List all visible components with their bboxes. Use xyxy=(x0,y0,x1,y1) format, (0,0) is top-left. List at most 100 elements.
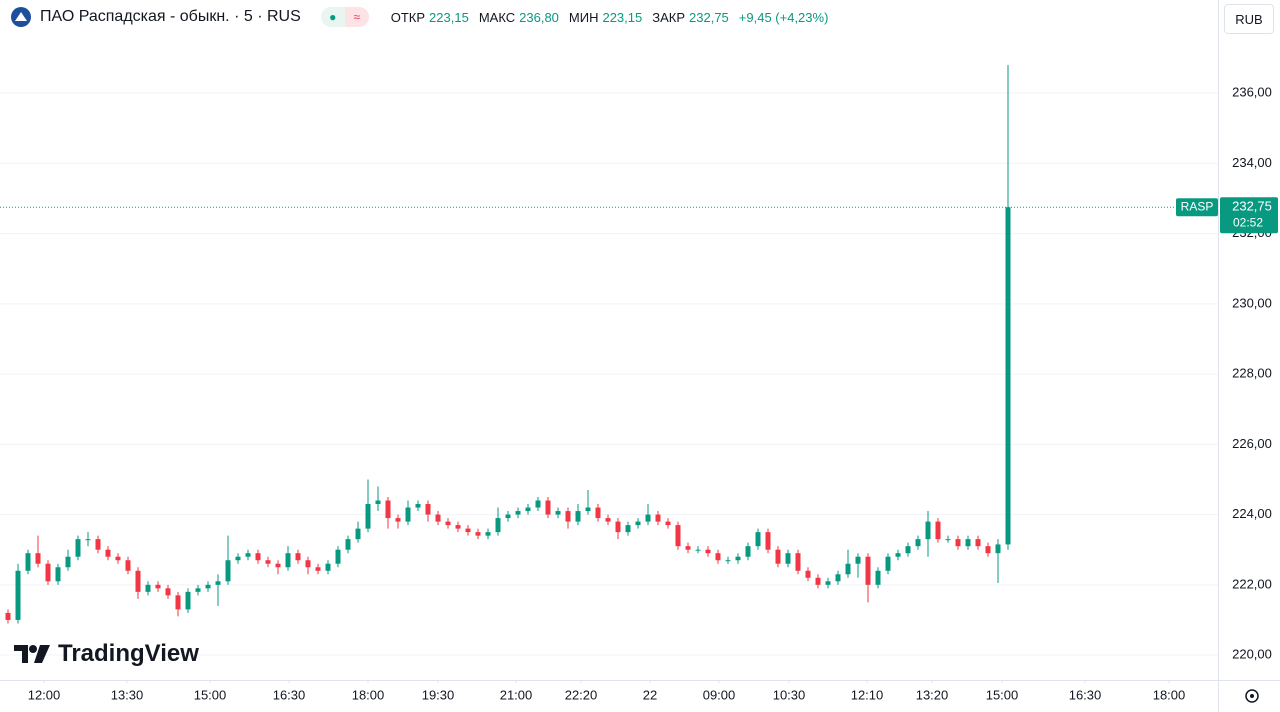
candle-body xyxy=(585,507,591,512)
brand-icon xyxy=(14,645,50,663)
symbol-tag-box xyxy=(1176,198,1218,217)
candle-body xyxy=(475,532,481,536)
candle-body xyxy=(175,595,181,610)
candle-body xyxy=(595,507,601,519)
candle-body xyxy=(375,500,381,505)
close-value: 232,75 xyxy=(689,9,729,25)
y-tick-label: 220,00 xyxy=(1232,646,1272,661)
x-tick-label: 16:30 xyxy=(273,687,306,702)
candle-body xyxy=(895,553,901,557)
candle-body xyxy=(835,574,841,582)
high-value: 236,80 xyxy=(519,9,559,25)
candle-body xyxy=(355,528,361,540)
candle-body xyxy=(555,511,561,515)
candle-body xyxy=(75,539,81,557)
candle-body xyxy=(975,539,981,547)
low-label: МИН xyxy=(568,9,599,25)
currency-button[interactable]: RUB xyxy=(1224,4,1274,34)
candle-body xyxy=(935,521,941,540)
candle-body xyxy=(685,546,691,550)
candle-body xyxy=(345,539,351,550)
legend-header: ПАО Распадская - обыкн. · 5 · RUS ● ≈ ОТК… xyxy=(10,5,834,29)
x-tick-label: 12:10 xyxy=(851,687,884,702)
candle-body xyxy=(645,514,651,522)
settings-icon-dot xyxy=(1250,694,1254,698)
x-tick-label: 15:00 xyxy=(986,687,1019,702)
candle-body xyxy=(775,549,781,564)
candle-body xyxy=(5,612,11,620)
x-tick-label: 16:30 xyxy=(1069,687,1102,702)
candle-body xyxy=(365,504,371,529)
candle-body xyxy=(565,511,571,522)
candle-body xyxy=(795,553,801,571)
candle-body xyxy=(45,563,51,582)
y-tick-label: 226,00 xyxy=(1232,436,1272,451)
candle-body xyxy=(725,560,731,562)
candle-body xyxy=(325,563,331,571)
y-tick-label: 236,00 xyxy=(1232,85,1272,100)
candle-body xyxy=(945,539,951,541)
candle-body xyxy=(815,577,821,585)
candle-body xyxy=(255,553,261,561)
settings-icon xyxy=(1245,689,1259,703)
candle-body xyxy=(295,553,301,561)
candle-body xyxy=(715,553,721,561)
candle-body xyxy=(535,500,541,508)
candle-body xyxy=(235,556,241,561)
y-tick-label: 228,00 xyxy=(1232,366,1272,381)
open-label: ОТКР xyxy=(390,9,426,25)
x-tick-label: 19:30 xyxy=(422,687,455,702)
y-tick-label: 234,00 xyxy=(1232,155,1272,170)
candle-body xyxy=(515,511,521,515)
candle-body xyxy=(165,588,171,596)
candle-body xyxy=(745,546,751,557)
candle-body xyxy=(885,556,891,571)
candle-body xyxy=(915,539,921,547)
candle-body xyxy=(215,581,221,585)
x-tick-label: 18:00 xyxy=(1153,687,1186,702)
close-label: ЗАКР xyxy=(652,9,686,25)
candle-body xyxy=(435,514,441,522)
candle-body xyxy=(25,553,31,571)
candle-body xyxy=(395,518,401,522)
candle-body xyxy=(875,570,881,585)
x-tick-label: 22 xyxy=(643,687,657,702)
symbol-title: ПАО Распадская - обыкн. · 5 · RUS xyxy=(40,8,301,25)
candle-body xyxy=(505,514,511,519)
candle-body xyxy=(905,546,911,554)
open-value: 223,15 xyxy=(429,9,469,25)
candle-body xyxy=(155,584,161,589)
candle-body xyxy=(105,549,111,557)
candle-body xyxy=(525,507,531,512)
change-value: +9,45 (+4,23%) xyxy=(738,9,829,25)
candle-body xyxy=(145,584,151,592)
candle-body xyxy=(185,591,191,610)
x-tick-label: 10:30 xyxy=(773,687,806,702)
candle-body xyxy=(15,570,21,620)
candle-body xyxy=(415,504,421,508)
candle-body xyxy=(855,556,861,564)
candle-body xyxy=(95,539,101,550)
candle-body xyxy=(465,528,471,533)
candle-body xyxy=(805,570,811,578)
countdown: 02:52 xyxy=(1233,215,1263,229)
candle-body xyxy=(755,532,761,547)
candle-body xyxy=(985,546,991,554)
price-label-box xyxy=(1220,197,1278,234)
x-tick-label: 18:00 xyxy=(352,687,385,702)
candle-body xyxy=(425,504,431,515)
candle-body xyxy=(625,525,631,533)
candle-body xyxy=(405,507,411,522)
y-tick-label: 222,00 xyxy=(1232,576,1272,591)
symbol-logo xyxy=(11,7,31,27)
candle-body xyxy=(545,500,551,515)
candle-body xyxy=(995,544,1001,554)
candle-body xyxy=(335,549,341,564)
candle-body xyxy=(115,556,121,561)
candle-body xyxy=(275,563,281,568)
y-tick-label: 230,00 xyxy=(1232,295,1272,310)
low-value: 223,15 xyxy=(602,9,643,25)
x-tick-label: 12:00 xyxy=(28,687,61,702)
brand-logo: TradingView xyxy=(14,640,199,668)
candle-body xyxy=(135,570,141,592)
